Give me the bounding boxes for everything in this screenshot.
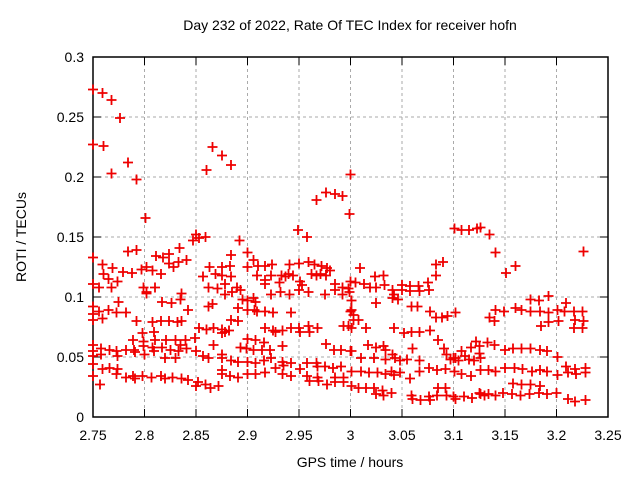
tick-labels: 2.75 2.8 2.85 2.9 2.95 3 3.05 3.1 3.15 3.2 3.25 0 0.… [57, 49, 622, 443]
x-tick-label: 3.2 [547, 427, 567, 443]
x-tick-label: 2.9 [238, 427, 258, 443]
y-tick-label: 0.15 [57, 229, 84, 245]
y-axis-label: ROTI / TECUs [13, 192, 29, 282]
x-tick-label: 3.1 [444, 427, 464, 443]
chart-title: Day 232 of 2022, Rate Of TEC Index for r… [183, 17, 517, 33]
plot-border-box [92, 56, 609, 418]
x-tick-label: 3.25 [594, 427, 621, 443]
y-tick-label: 0.25 [57, 109, 84, 125]
x-tick-label: 3.05 [388, 427, 415, 443]
x-tick-label: 2.8 [135, 427, 155, 443]
grid-lines [93, 57, 608, 417]
x-tick-label: 2.95 [285, 427, 312, 443]
x-tick-label: 3 [347, 427, 355, 443]
plot-border [92, 56, 609, 418]
data-point-markers [88, 84, 591, 407]
x-tick-label: 3.15 [491, 427, 518, 443]
y-tick-label: 0.2 [65, 169, 85, 185]
y-tick-label: 0.3 [65, 49, 85, 65]
x-axis-label: GPS time / hours [297, 454, 404, 470]
x-tick-label: 2.85 [182, 427, 209, 443]
y-tick-label: 0.05 [57, 349, 84, 365]
scatter-plus-markers [88, 84, 591, 407]
y-tick-label: 0 [76, 409, 84, 425]
x-tick-label: 2.75 [79, 427, 106, 443]
y-tick-label: 0.1 [65, 289, 85, 305]
